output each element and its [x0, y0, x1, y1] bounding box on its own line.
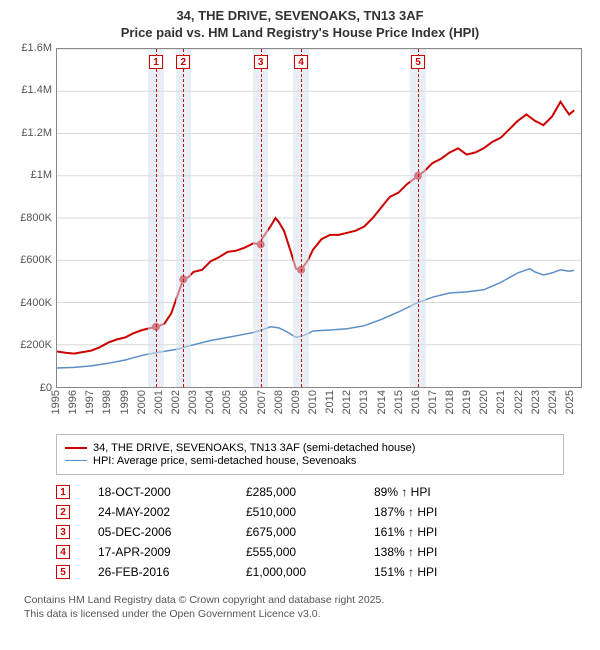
x-tick-label: 1997 [84, 390, 96, 414]
x-tick-label: 2001 [153, 390, 165, 414]
x-tick-label: 2006 [238, 390, 250, 414]
sales-row-price: £555,000 [246, 545, 346, 559]
x-tick-label: 2015 [393, 390, 405, 414]
x-tick-label: 2014 [376, 390, 388, 414]
sale-marker-box: 4 [294, 55, 308, 69]
x-axis: 1995199619971998199920002001200220032004… [56, 388, 582, 428]
y-tick-label: £800K [20, 212, 52, 224]
x-tick-label: 2013 [358, 390, 370, 414]
sale-marker-line [301, 49, 302, 387]
x-tick-label: 1999 [119, 390, 131, 414]
legend-swatch [65, 460, 87, 461]
legend-swatch [65, 447, 87, 449]
sale-marker-box: 3 [254, 55, 268, 69]
y-tick-label: £600K [20, 254, 52, 266]
y-tick-label: £1.6M [21, 42, 52, 54]
title-line-1: 34, THE DRIVE, SEVENOAKS, TN13 3AF [12, 8, 588, 25]
x-tick-label: 1996 [67, 390, 79, 414]
series-hpi [57, 268, 574, 367]
sale-marker-line [261, 49, 262, 387]
sales-row-date: 26-FEB-2016 [98, 565, 218, 579]
sale-marker-box: 5 [411, 55, 425, 69]
x-tick-label: 2004 [204, 390, 216, 414]
x-tick-label: 2002 [170, 390, 182, 414]
sale-marker-box: 2 [176, 55, 190, 69]
sales-row-price: £285,000 [246, 485, 346, 499]
sales-row-hpi: 161% ↑ HPI [374, 525, 474, 539]
sales-row: 1 18-OCT-2000 £285,000 89% ↑ HPI [56, 485, 588, 499]
sales-row-price: £1,000,000 [246, 565, 346, 579]
x-tick-label: 2018 [444, 390, 456, 414]
x-tick-label: 2020 [478, 390, 490, 414]
x-tick-label: 2003 [187, 390, 199, 414]
x-tick-label: 2017 [427, 390, 439, 414]
x-tick-label: 2025 [564, 390, 576, 414]
sales-row-hpi: 138% ↑ HPI [374, 545, 474, 559]
x-tick-label: 2010 [307, 390, 319, 414]
sales-row-marker: 5 [56, 565, 70, 579]
sales-row-marker: 1 [56, 485, 70, 499]
sales-row-marker: 2 [56, 505, 70, 519]
legend-label: HPI: Average price, semi-detached house,… [93, 455, 356, 467]
x-tick-label: 2000 [136, 390, 148, 414]
title-line-2: Price paid vs. HM Land Registry's House … [12, 25, 588, 42]
chart: £0£200K£400K£600K£800K£1M£1.2M£1.4M£1.6M… [12, 48, 588, 428]
sales-row-marker: 3 [56, 525, 70, 539]
sales-row: 2 24-MAY-2002 £510,000 187% ↑ HPI [56, 505, 588, 519]
legend-row: 34, THE DRIVE, SEVENOAKS, TN13 3AF (semi… [65, 442, 555, 454]
sale-marker-line [183, 49, 184, 387]
sale-marker-line [156, 49, 157, 387]
sales-row-date: 18-OCT-2000 [98, 485, 218, 499]
legend-row: HPI: Average price, semi-detached house,… [65, 455, 555, 467]
x-tick-label: 2012 [341, 390, 353, 414]
sale-marker-line [418, 49, 419, 387]
plot-area: 12 3 4 5 [56, 48, 582, 388]
sales-row-hpi: 187% ↑ HPI [374, 505, 474, 519]
y-tick-label: £1.4M [21, 84, 52, 96]
sales-row-date: 05-DEC-2006 [98, 525, 218, 539]
sales-row: 5 26-FEB-2016 £1,000,000 151% ↑ HPI [56, 565, 588, 579]
y-tick-label: £1M [31, 169, 52, 181]
sales-row-hpi: 151% ↑ HPI [374, 565, 474, 579]
chart-title: 34, THE DRIVE, SEVENOAKS, TN13 3AF Price… [12, 8, 588, 42]
sales-row-date: 24-MAY-2002 [98, 505, 218, 519]
x-tick-label: 2024 [547, 390, 559, 414]
sales-row-price: £675,000 [246, 525, 346, 539]
sales-row-marker: 4 [56, 545, 70, 559]
x-tick-label: 2011 [324, 390, 336, 414]
sales-table: 1 18-OCT-2000 £285,000 89% ↑ HPI 2 24-MAY-200… [56, 485, 588, 579]
x-tick-label: 2022 [513, 390, 525, 414]
footer-line-1: Contains HM Land Registry data © Crown c… [24, 593, 588, 607]
x-tick-label: 2021 [495, 390, 507, 414]
sales-row-hpi: 89% ↑ HPI [374, 485, 474, 499]
x-tick-label: 2005 [221, 390, 233, 414]
sales-row-date: 17-APR-2009 [98, 545, 218, 559]
x-tick-label: 2008 [273, 390, 285, 414]
y-tick-label: £400K [20, 297, 52, 309]
x-tick-label: 2009 [290, 390, 302, 414]
x-tick-label: 2007 [256, 390, 268, 414]
y-tick-label: £200K [20, 339, 52, 351]
footer-line-2: This data is licensed under the Open Gov… [24, 607, 588, 621]
sales-row-price: £510,000 [246, 505, 346, 519]
footer: Contains HM Land Registry data © Crown c… [24, 593, 588, 621]
x-tick-label: 1998 [101, 390, 113, 414]
y-tick-label: £1.2M [21, 127, 52, 139]
x-tick-label: 2023 [530, 390, 542, 414]
plot-svg [57, 49, 581, 387]
legend-label: 34, THE DRIVE, SEVENOAKS, TN13 3AF (semi… [93, 442, 415, 454]
x-tick-label: 2016 [410, 390, 422, 414]
sales-row: 4 17-APR-2009 £555,000 138% ↑ HPI [56, 545, 588, 559]
sale-marker-box: 1 [149, 55, 163, 69]
sales-row: 3 05-DEC-2006 £675,000 161% ↑ HPI [56, 525, 588, 539]
y-axis: £0£200K£400K£600K£800K£1M£1.2M£1.4M£1.6M [12, 48, 54, 388]
legend: 34, THE DRIVE, SEVENOAKS, TN13 3AF (semi… [56, 434, 564, 475]
series-price_paid [57, 102, 574, 354]
x-tick-label: 2019 [461, 390, 473, 414]
x-tick-label: 1995 [50, 390, 62, 414]
